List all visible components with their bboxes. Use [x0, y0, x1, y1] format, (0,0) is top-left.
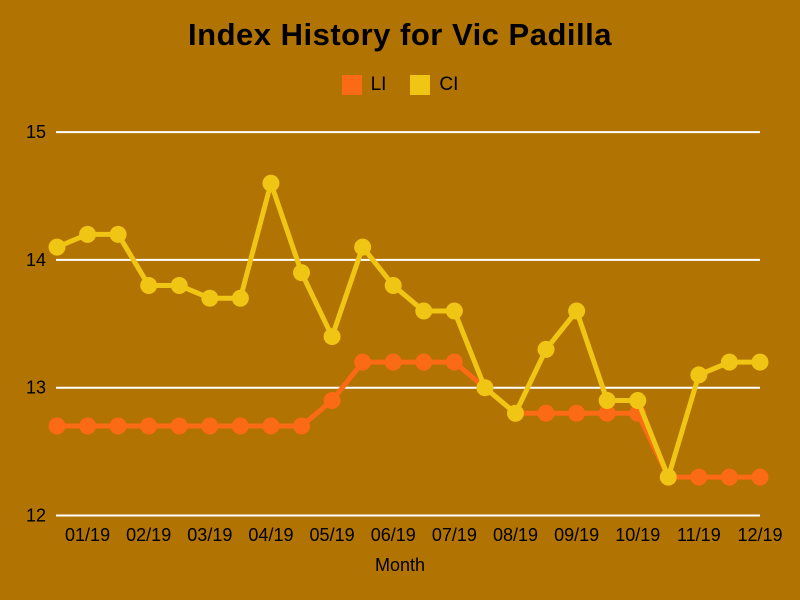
y-tick-label: 13	[26, 378, 46, 398]
ci-point	[598, 391, 616, 409]
ci-point	[79, 225, 97, 243]
ci-point	[476, 379, 494, 397]
x-tick-label: 02/19	[126, 525, 171, 545]
y-tick-label: 12	[26, 506, 46, 526]
li-point	[201, 417, 219, 435]
ci-point	[323, 328, 341, 346]
x-tick-label: 12/19	[737, 525, 782, 545]
li-point	[354, 353, 372, 371]
ci-point	[354, 238, 372, 256]
legend-label: LI	[370, 74, 387, 95]
li-point	[231, 417, 249, 435]
li-point	[109, 417, 127, 435]
ci-point	[415, 302, 433, 320]
x-tick-label: 07/19	[432, 525, 477, 545]
li-point	[170, 417, 188, 435]
legend-swatch-icon	[410, 75, 431, 95]
legend-label: CI	[439, 74, 459, 95]
ci-point	[48, 238, 66, 256]
ci-point	[751, 353, 769, 371]
x-tick-label: 08/19	[493, 525, 538, 545]
li-point	[140, 417, 158, 435]
ci-point	[537, 340, 555, 358]
x-tick-label: 01/19	[65, 525, 110, 545]
ci-point	[720, 353, 738, 371]
li-point	[384, 353, 402, 371]
li-point	[48, 417, 66, 435]
ci-point	[201, 289, 219, 307]
ci-point	[170, 276, 188, 294]
ci-point	[445, 302, 463, 320]
li-point	[79, 417, 97, 435]
legend-swatch-icon	[341, 75, 362, 95]
li-point	[568, 404, 586, 422]
ci-line	[56, 180, 760, 480]
x-tick-label: 10/19	[615, 525, 660, 545]
x-tick-label: 03/19	[187, 525, 232, 545]
ci-point	[690, 366, 708, 384]
y-tick-label: 15	[26, 122, 46, 142]
ci-point	[659, 468, 677, 486]
li-point	[598, 404, 616, 422]
ci-point	[384, 276, 402, 294]
legend-item-li[interactable]: LI	[341, 74, 387, 96]
ci-point	[262, 174, 280, 192]
x-tick-label: 05/19	[310, 525, 355, 545]
x-tick-label: 09/19	[554, 525, 599, 545]
li-point	[323, 391, 341, 409]
ci-point	[629, 391, 647, 409]
legend-item-ci[interactable]: CI	[410, 74, 458, 96]
li-point	[751, 468, 769, 486]
li-point	[262, 417, 280, 435]
li-point	[537, 404, 555, 422]
li-point	[720, 468, 738, 486]
li-point	[690, 468, 708, 486]
ci-point	[140, 276, 158, 294]
x-tick-label: 11/19	[677, 525, 721, 545]
ci-point	[109, 225, 127, 243]
y-tick-label: 14	[26, 250, 46, 270]
x-tick-label: 06/19	[371, 525, 416, 545]
chart-title: Index History for Vic Padilla	[188, 17, 612, 52]
li-point	[293, 417, 311, 435]
li-line	[57, 359, 760, 480]
ci-point	[568, 302, 586, 320]
legend: LI CI	[0, 74, 800, 96]
x-tick-label: 04/19	[248, 525, 293, 545]
li-point	[415, 353, 433, 371]
ci-point	[506, 404, 524, 422]
ci-point	[231, 289, 249, 307]
ci-point	[293, 264, 311, 282]
li-point	[445, 353, 463, 371]
x-axis-title: Month	[374, 555, 426, 575]
